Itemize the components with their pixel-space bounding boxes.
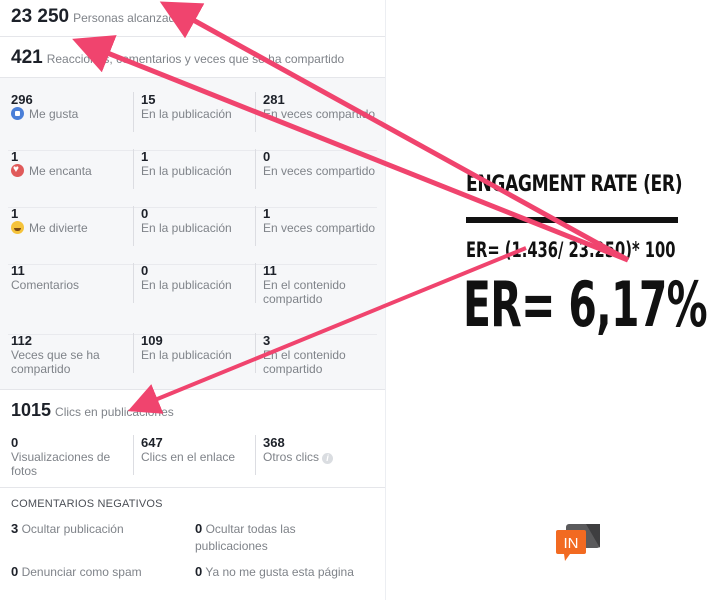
metric-row-likes: 296 Me gusta 15 En la publicación 281 En ve… xyxy=(0,92,385,151)
post-insights-panel: 23 250 Personas alcanzadas 421 Reacciones,… xyxy=(0,0,386,600)
unlike-page-value: 0 xyxy=(195,564,203,579)
reach-row: 23 250 Personas alcanzadas xyxy=(0,0,385,37)
clicks-label: Clics en publicaciones xyxy=(55,405,174,419)
negative-hide-all: 0 Ocultar todas las publicaciones xyxy=(195,520,345,555)
engagement-value: 421 xyxy=(11,47,43,68)
laughing-face-icon xyxy=(11,221,24,234)
engagement-rate-title: ENGAGMENT RATE (ER) xyxy=(466,172,683,197)
info-icon[interactable]: i xyxy=(322,453,334,464)
engagement-label: Reacciones, comentarios y veces que se h… xyxy=(46,52,345,66)
love-total: 1 xyxy=(11,149,19,164)
haha-label: Me divierte xyxy=(29,221,88,235)
likes-post-value: 15 xyxy=(141,92,156,107)
comments-total: 11 xyxy=(11,263,25,278)
shares-shared-value: 3 xyxy=(263,333,271,348)
link-clicks-label: Clics en el enlace xyxy=(141,450,236,464)
comments-post-label: En la publicación xyxy=(141,278,232,292)
haha-post-label: En la publicación xyxy=(141,221,232,235)
comments-shared-label: En el contenido compartido xyxy=(263,278,346,306)
metric-row-shares: 112 Veces que se ha compartido 109 En la p… xyxy=(0,333,385,390)
other-clicks-value: 368 xyxy=(263,435,285,450)
heart-icon xyxy=(11,163,24,177)
engagement-rate-formula: ER= (1.436/ 23.250)* 100 xyxy=(466,238,676,262)
likes-post-label: En la publicación xyxy=(141,107,232,121)
reach-value: 23 250 xyxy=(11,6,70,27)
likes-shared-value: 281 xyxy=(263,92,285,107)
love-label: Me encanta xyxy=(29,164,92,178)
negative-hide-post: 3 Ocultar publicación xyxy=(11,520,186,538)
likes-shared-label: En veces compartido xyxy=(263,107,376,121)
love-post-label: En la publicación xyxy=(141,164,232,178)
engagement-row: 421 Reacciones, comentarios y veces que s… xyxy=(0,37,385,78)
shares-shared-label: En el contenido compartido xyxy=(263,348,346,376)
hide-post-label: Ocultar publicación xyxy=(21,522,124,536)
link-clicks-value: 647 xyxy=(141,435,163,450)
metric-row-comments: 11 Comentarios 0 En la publicación 11 En el… xyxy=(0,263,385,335)
clicks-breakdown: 0 Visualizaciones de fotos 647 Clics en el… xyxy=(0,435,385,492)
hide-post-value: 3 xyxy=(11,521,19,536)
shares-total: 112 xyxy=(11,333,32,348)
reach-label: Personas alcanzadas xyxy=(73,11,188,25)
report-spam-label: Denunciar como spam xyxy=(21,565,142,579)
comments-label: Comentarios xyxy=(11,278,80,292)
negative-feedback-title: COMENTARIOS NEGATIVOS xyxy=(11,498,163,510)
love-shared-label: En veces compartido xyxy=(263,164,376,178)
photo-views-label: Visualizaciones de fotos xyxy=(11,450,111,478)
engagement-rate-result: ER= 6,17% xyxy=(463,268,708,341)
metric-row-love: 1Me encanta 1En la publicación 0En veces… xyxy=(0,149,385,208)
hide-all-label: Ocultar todas las publicaciones xyxy=(195,522,296,553)
title-divider xyxy=(466,217,678,223)
love-post-value: 1 xyxy=(141,149,149,164)
reactions-breakdown: 296 Me gusta 15 En la publicación 281 En ve… xyxy=(0,78,385,389)
report-spam-value: 0 xyxy=(11,564,19,579)
comments-shared-value: 11 xyxy=(263,263,277,278)
unlike-page-label: Ya no me gusta esta página xyxy=(205,565,354,579)
haha-total: 1 xyxy=(11,206,19,221)
photo-views-value: 0 xyxy=(11,435,19,450)
likes-total: 296 xyxy=(11,92,33,107)
chat-bubble-logo-icon: IN xyxy=(556,524,600,561)
negative-unlike-page: 0 Ya no me gusta esta página xyxy=(195,563,380,581)
other-clicks-label: Otros clics xyxy=(263,450,320,464)
love-shared-value: 0 xyxy=(263,149,271,164)
comments-post-value: 0 xyxy=(141,263,149,278)
haha-shared-label: En veces compartido xyxy=(263,221,376,235)
metric-row-haha: 1 Me divierte 0 En la publicación 1 En vece… xyxy=(0,206,385,265)
clicks-value: 1015 xyxy=(11,400,52,420)
hide-all-value: 0 xyxy=(195,521,203,536)
like-icon xyxy=(11,107,24,120)
negative-report-spam: 0 Denunciar como spam xyxy=(11,563,186,581)
clicks-section: 1015 Clics en publicaciones 0 Visualizacio… xyxy=(0,389,385,488)
shares-post-label: En la publicación xyxy=(141,348,232,362)
haha-shared-value: 1 xyxy=(263,206,271,221)
brand-logo: IN xyxy=(556,522,602,562)
likes-label: Me gusta xyxy=(29,107,79,121)
shares-label: Veces que se ha compartido xyxy=(11,348,100,376)
logo-text: IN xyxy=(564,535,579,552)
haha-post-value: 0 xyxy=(141,206,149,221)
shares-post-value: 109 xyxy=(141,333,163,348)
